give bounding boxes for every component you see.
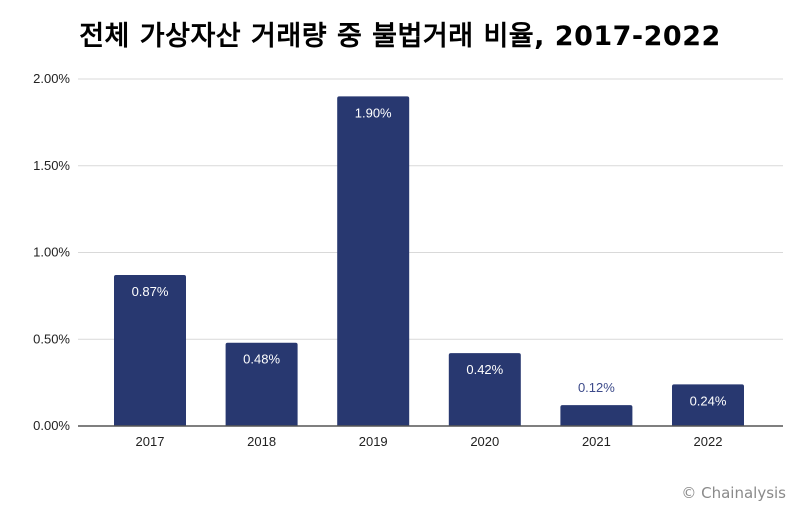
bar — [114, 275, 186, 426]
data-label: 0.12% — [578, 380, 615, 395]
bar — [225, 342, 298, 426]
y-tick-label: 1.50% — [33, 158, 70, 173]
data-label: 0.24% — [690, 393, 727, 408]
data-label: 1.90% — [355, 105, 392, 120]
y-tick-label: 0.50% — [33, 331, 70, 346]
y-tick-label: 0.00% — [33, 418, 70, 433]
data-label: 0.42% — [466, 362, 503, 377]
chainalysis-watermark: © Chainalysis — [681, 484, 786, 502]
y-tick-label: 1.00% — [33, 245, 70, 260]
bar — [337, 96, 410, 426]
x-tick-label: 2019 — [359, 434, 388, 449]
chart-title: 전체 가상자산 거래량 중 불법거래 비율, 2017-2022 — [79, 21, 721, 52]
data-label: 0.87% — [132, 284, 169, 299]
y-tick-label: 2.00% — [33, 71, 70, 86]
data-label: 0.48% — [243, 352, 280, 367]
x-tick-label: 2017 — [136, 434, 165, 449]
x-tick-label: 2018 — [247, 434, 276, 449]
bar — [560, 405, 633, 426]
bar — [448, 353, 521, 426]
x-tick-label: 2021 — [582, 434, 611, 449]
x-tick-label: 2020 — [470, 434, 499, 449]
x-tick-label: 2022 — [694, 434, 723, 449]
bar — [672, 384, 744, 426]
